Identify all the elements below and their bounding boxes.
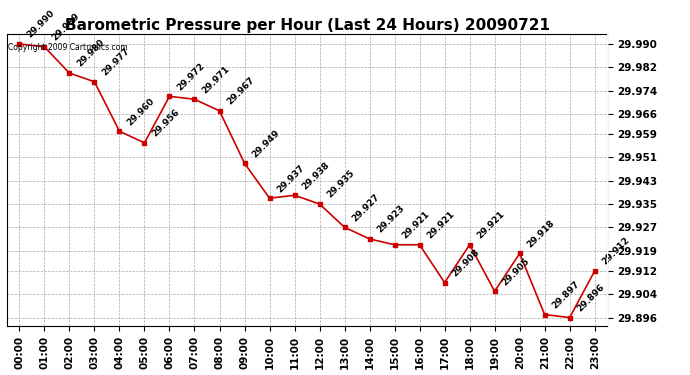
Text: 29.977: 29.977 [100,46,131,78]
Text: 29.918: 29.918 [525,218,556,249]
Text: 29.927: 29.927 [350,192,382,223]
Text: 29.937: 29.937 [275,163,306,194]
Text: 29.921: 29.921 [425,210,456,241]
Text: 29.935: 29.935 [325,169,356,200]
Text: 29.990: 29.990 [25,9,56,40]
Text: 29.921: 29.921 [475,210,506,241]
Text: 29.905: 29.905 [500,256,531,287]
Text: 29.971: 29.971 [200,64,231,95]
Text: 29.897: 29.897 [550,279,582,310]
Text: 29.949: 29.949 [250,128,282,159]
Text: 29.989: 29.989 [50,12,81,43]
Text: Copyright 2009 Cartronics.com: Copyright 2009 Cartronics.com [8,42,128,51]
Text: 29.921: 29.921 [400,210,431,241]
Text: 29.972: 29.972 [175,61,206,92]
Text: 29.896: 29.896 [575,282,607,314]
Text: 29.938: 29.938 [300,160,331,191]
Text: 29.956: 29.956 [150,108,181,139]
Text: 29.960: 29.960 [125,96,156,127]
Text: 29.967: 29.967 [225,76,256,107]
Text: 29.908: 29.908 [450,248,481,278]
Title: Barometric Pressure per Hour (Last 24 Hours) 20090721: Barometric Pressure per Hour (Last 24 Ho… [65,18,549,33]
Text: 29.912: 29.912 [600,236,631,267]
Text: 29.980: 29.980 [75,38,106,69]
Text: 29.923: 29.923 [375,204,406,235]
